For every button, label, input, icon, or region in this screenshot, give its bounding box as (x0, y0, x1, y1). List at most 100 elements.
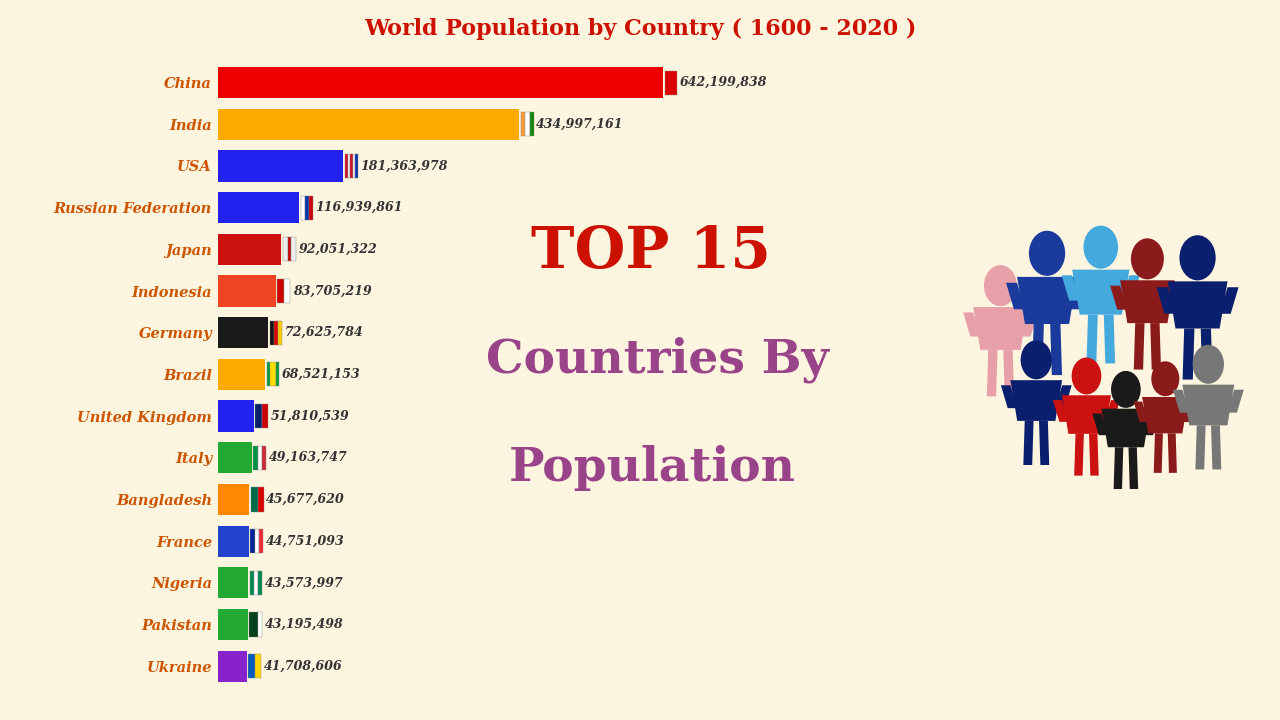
Circle shape (1071, 358, 1101, 395)
Polygon shape (1120, 280, 1175, 323)
Polygon shape (1183, 328, 1194, 379)
Bar (305, 196, 308, 220)
Bar (255, 529, 259, 553)
Polygon shape (1211, 426, 1221, 469)
Text: World Population by Country ( 1600 - 2020 ): World Population by Country ( 1600 - 202… (364, 18, 916, 40)
Text: 43,195,498: 43,195,498 (265, 618, 343, 631)
Polygon shape (1134, 323, 1144, 369)
Text: 92,051,322: 92,051,322 (298, 243, 378, 256)
Polygon shape (1006, 283, 1025, 310)
Polygon shape (1183, 402, 1197, 422)
Polygon shape (1220, 287, 1239, 314)
Polygon shape (1121, 275, 1140, 300)
Circle shape (984, 265, 1016, 306)
Bar (218, 234, 282, 265)
Text: 72,625,784: 72,625,784 (285, 326, 364, 339)
Bar (261, 404, 268, 428)
Circle shape (1020, 341, 1052, 379)
Bar (259, 571, 262, 595)
Bar (308, 196, 314, 220)
Circle shape (1179, 235, 1216, 280)
Polygon shape (1153, 433, 1162, 473)
Bar (255, 404, 261, 428)
Bar (218, 526, 248, 557)
Bar (355, 154, 357, 178)
Circle shape (1111, 371, 1140, 408)
Bar (259, 613, 262, 636)
Bar (284, 279, 291, 303)
Polygon shape (1105, 400, 1120, 422)
Text: 43,573,997: 43,573,997 (265, 576, 343, 590)
Text: TOP 15: TOP 15 (531, 224, 771, 280)
Polygon shape (963, 312, 980, 336)
Bar (251, 529, 255, 553)
Bar (250, 571, 253, 595)
Bar (218, 276, 275, 307)
Polygon shape (1032, 324, 1044, 375)
Bar (348, 154, 351, 178)
Bar (346, 154, 348, 178)
Polygon shape (973, 307, 1028, 350)
Bar (251, 487, 259, 511)
Circle shape (1132, 238, 1164, 279)
Bar (218, 359, 265, 390)
Polygon shape (1053, 400, 1069, 422)
Polygon shape (1010, 380, 1062, 421)
Polygon shape (1001, 385, 1018, 408)
Text: 434,997,161: 434,997,161 (536, 118, 623, 131)
Bar (218, 442, 252, 474)
Bar (218, 484, 250, 515)
Bar (218, 567, 248, 598)
Bar (218, 400, 253, 432)
Text: 45,677,620: 45,677,620 (266, 493, 346, 506)
Text: 44,751,093: 44,751,093 (265, 535, 344, 548)
Polygon shape (1101, 409, 1151, 447)
Bar (270, 362, 276, 387)
Polygon shape (1172, 390, 1189, 413)
Bar (351, 154, 353, 178)
Circle shape (1029, 230, 1065, 276)
Bar (292, 238, 296, 261)
Bar (525, 112, 530, 136)
Polygon shape (1073, 270, 1129, 315)
Polygon shape (1062, 395, 1111, 434)
Polygon shape (1142, 397, 1188, 433)
Bar (248, 654, 255, 678)
Polygon shape (1020, 312, 1038, 336)
Bar (270, 320, 274, 345)
Bar (353, 154, 355, 178)
Text: 51,810,539: 51,810,539 (270, 410, 349, 423)
Polygon shape (1074, 434, 1084, 476)
Text: 41,708,606: 41,708,606 (264, 660, 342, 672)
Polygon shape (1201, 328, 1212, 379)
Polygon shape (1228, 390, 1244, 413)
Polygon shape (1129, 447, 1138, 489)
Polygon shape (1151, 323, 1161, 369)
Bar (255, 654, 261, 678)
Bar (250, 613, 259, 636)
Text: 642,199,838: 642,199,838 (680, 76, 768, 89)
Polygon shape (1103, 315, 1115, 364)
Polygon shape (1039, 421, 1050, 465)
Bar (218, 651, 247, 682)
Polygon shape (1157, 287, 1175, 314)
Polygon shape (1134, 402, 1148, 422)
Bar (218, 67, 663, 98)
Bar (664, 71, 677, 95)
Bar (268, 362, 270, 387)
Circle shape (1083, 225, 1119, 269)
Polygon shape (1004, 350, 1014, 396)
Text: Population: Population (508, 445, 796, 491)
Polygon shape (1110, 286, 1128, 310)
Bar (218, 150, 343, 181)
Polygon shape (1092, 413, 1107, 435)
Bar (218, 192, 298, 223)
Text: 181,363,978: 181,363,978 (361, 159, 448, 173)
Circle shape (1151, 361, 1179, 396)
Bar (274, 320, 278, 345)
Circle shape (1193, 345, 1224, 384)
Polygon shape (1144, 413, 1160, 435)
Bar (218, 317, 268, 348)
Bar (530, 112, 534, 136)
Bar (218, 109, 520, 140)
